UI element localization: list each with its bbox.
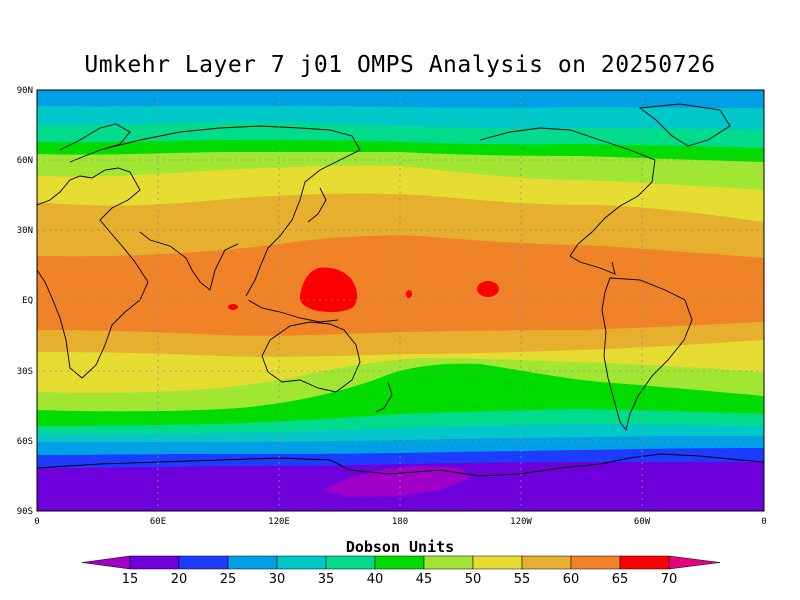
colorbar-swatch	[423, 555, 474, 570]
colorbar-label: 30	[269, 572, 286, 587]
lat-label: 30N	[17, 226, 33, 236]
colorbar-label: 15	[122, 572, 139, 587]
colorbar-label: 55	[514, 572, 531, 587]
colorbar-swatch	[178, 555, 229, 570]
colorbar-label: 65	[612, 572, 629, 587]
colorbar-title: Dobson Units	[346, 538, 454, 556]
lat-label: EQ	[22, 296, 33, 306]
lon-label: 120W	[510, 517, 532, 527]
colorbar-swatch	[521, 555, 572, 570]
coast-arabia-india	[139, 231, 239, 291]
lat-label: 60N	[17, 156, 33, 166]
colorbar-swatch	[227, 555, 278, 570]
max-65-70-central-pacific	[477, 281, 499, 297]
ozone-field	[37, 90, 764, 511]
colorbar-label: 40	[367, 572, 384, 587]
coast-maritime	[247, 299, 339, 323]
colorbar-label: 45	[416, 572, 433, 587]
colorbar-label: 35	[318, 572, 335, 587]
coast-north-america	[479, 127, 656, 275]
coast-antarctica	[37, 453, 764, 477]
lat-label: 90S	[17, 507, 33, 517]
colorbar-swatch	[619, 555, 670, 570]
colorbar-arrow-high	[668, 555, 721, 570]
max-65-70-indian-ocean	[228, 304, 238, 310]
coast-new-zealand	[375, 381, 393, 413]
max-65-70-small	[406, 290, 412, 298]
colorbar-label: 60	[563, 572, 580, 587]
colorbar: 15 20 25 30 35 40 45 50 55 60 65 70	[81, 555, 721, 587]
colorbar-label: 20	[171, 572, 188, 587]
gridlines	[37, 90, 764, 511]
colorbar-arrow-low	[81, 555, 131, 570]
band-25-30-north	[37, 90, 764, 108]
coast-japan	[307, 187, 327, 223]
colorbar-swatch	[129, 555, 180, 570]
lat-label: 30S	[17, 367, 33, 377]
map-title: Umkehr Layer 7 j01 OMPS Analysis on 2025…	[84, 52, 716, 78]
colorbar-label: 50	[465, 572, 482, 587]
coast-europe-north	[59, 123, 131, 151]
coast-asia	[69, 125, 361, 297]
colorbar-swatch	[325, 555, 376, 570]
lon-label: 120E	[268, 517, 290, 527]
lat-axis: 90N 60N 30N EQ 30S 60S 90S	[17, 86, 33, 517]
lat-label: 90N	[17, 86, 33, 96]
coastlines	[37, 103, 764, 477]
colorbar-label: 70	[661, 572, 678, 587]
colorbar-swatch	[276, 555, 327, 570]
colorbar-swatch	[472, 555, 523, 570]
coast-greenland	[638, 103, 731, 147]
lon-label: 0	[34, 517, 39, 527]
lon-label: 0	[761, 517, 766, 527]
coast-africa-europe	[37, 167, 149, 379]
lon-label: 60E	[150, 517, 166, 527]
coast-australia	[261, 321, 361, 393]
map-frame	[36, 89, 765, 512]
lon-label: 180	[392, 517, 408, 527]
lat-label: 60S	[17, 437, 33, 447]
lon-label: 60W	[634, 517, 651, 527]
lon-axis: 0 60E 120E 180 120W 60W 0	[34, 517, 766, 527]
colorbar-swatch	[570, 555, 621, 570]
colorbar-swatch	[374, 555, 425, 570]
band-10-15-antarctic	[322, 466, 470, 497]
colorbar-label: 25	[220, 572, 237, 587]
max-65-70-west-pacific	[299, 267, 358, 313]
